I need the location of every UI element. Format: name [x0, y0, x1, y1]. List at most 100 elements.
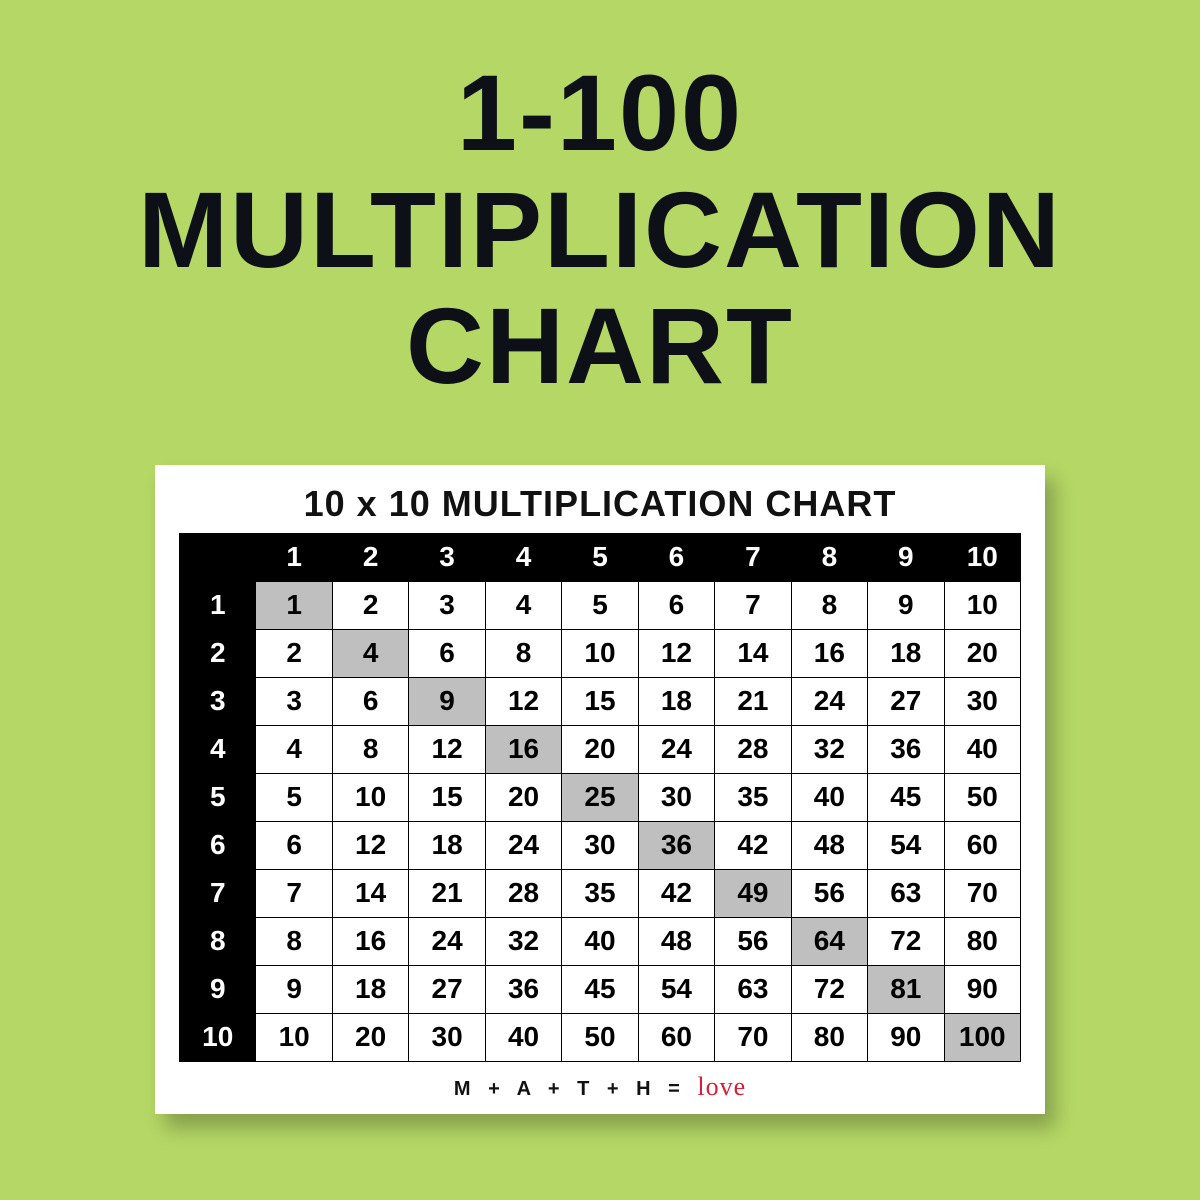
- table-cell: 20: [332, 1013, 408, 1061]
- table-cell: 45: [562, 965, 638, 1013]
- table-cell: 9: [868, 581, 944, 629]
- table-cell: 24: [409, 917, 485, 965]
- title-line-1: 1-100: [457, 52, 743, 173]
- table-cell: 6: [409, 629, 485, 677]
- table-cell: 4: [332, 629, 408, 677]
- table-cell: 60: [638, 1013, 714, 1061]
- table-cell: 48: [791, 821, 867, 869]
- col-header: 4: [485, 533, 561, 581]
- table-cell: 50: [562, 1013, 638, 1061]
- card-footer: M + A + T + H = love: [179, 1072, 1021, 1102]
- footer-love: love: [697, 1072, 746, 1101]
- table-cell: 7: [715, 581, 791, 629]
- table-cell: 64: [791, 917, 867, 965]
- row-header: 10: [180, 1013, 256, 1061]
- table-cell: 5: [562, 581, 638, 629]
- row-header: 7: [180, 869, 256, 917]
- table-cell: 24: [791, 677, 867, 725]
- table-cell: 28: [485, 869, 561, 917]
- table-cell: 35: [562, 869, 638, 917]
- table-cell: 54: [868, 821, 944, 869]
- col-header: 6: [638, 533, 714, 581]
- table-cell: 63: [715, 965, 791, 1013]
- table-cell: 16: [791, 629, 867, 677]
- table-cell: 8: [256, 917, 332, 965]
- table-cell: 27: [868, 677, 944, 725]
- table-cell: 6: [638, 581, 714, 629]
- col-header: 3: [409, 533, 485, 581]
- row-header: 2: [180, 629, 256, 677]
- table-cell: 20: [562, 725, 638, 773]
- table-cell: 72: [868, 917, 944, 965]
- row-header: 9: [180, 965, 256, 1013]
- col-header: 8: [791, 533, 867, 581]
- table-cell: 42: [715, 821, 791, 869]
- title-line-2: MULTIPLICATION: [138, 169, 1062, 290]
- table-cell: 12: [332, 821, 408, 869]
- table-cell: 3: [256, 677, 332, 725]
- table-cell: 42: [638, 869, 714, 917]
- table-cell: 20: [485, 773, 561, 821]
- table-cell: 50: [944, 773, 1020, 821]
- row-header: 4: [180, 725, 256, 773]
- table-cell: 60: [944, 821, 1020, 869]
- table-cell: 36: [638, 821, 714, 869]
- table-cell: 16: [485, 725, 561, 773]
- table-cell: 8: [485, 629, 561, 677]
- table-cell: 30: [944, 677, 1020, 725]
- table-cell: 72: [791, 965, 867, 1013]
- table-cell: 40: [562, 917, 638, 965]
- table-cell: 3: [409, 581, 485, 629]
- table-cell: 40: [944, 725, 1020, 773]
- table-cell: 5: [256, 773, 332, 821]
- table-cell: 32: [791, 725, 867, 773]
- table-cell: 2: [256, 629, 332, 677]
- title-line-3: CHART: [406, 285, 794, 406]
- table-cell: 30: [409, 1013, 485, 1061]
- chart-card: 10 x 10 MULTIPLICATION CHART 12345678910…: [155, 465, 1045, 1114]
- table-cell: 4: [485, 581, 561, 629]
- table-cell: 36: [485, 965, 561, 1013]
- table-cell: 40: [485, 1013, 561, 1061]
- table-cell: 18: [409, 821, 485, 869]
- table-cell: 63: [868, 869, 944, 917]
- table-cell: 40: [791, 773, 867, 821]
- table-cell: 14: [715, 629, 791, 677]
- table-cell: 81: [868, 965, 944, 1013]
- table-cell: 4: [256, 725, 332, 773]
- table-cell: 10: [944, 581, 1020, 629]
- row-header: 8: [180, 917, 256, 965]
- row-header: 3: [180, 677, 256, 725]
- table-cell: 7: [256, 869, 332, 917]
- table-cell: 70: [944, 869, 1020, 917]
- table-cell: 21: [715, 677, 791, 725]
- table-cell: 100: [944, 1013, 1020, 1061]
- table-cell: 15: [562, 677, 638, 725]
- table-cell: 32: [485, 917, 561, 965]
- table-cell: 80: [791, 1013, 867, 1061]
- table-cell: 8: [332, 725, 408, 773]
- table-cell: 10: [562, 629, 638, 677]
- table-cell: 16: [332, 917, 408, 965]
- table-cell: 2: [332, 581, 408, 629]
- table-cell: 12: [638, 629, 714, 677]
- row-header: 1: [180, 581, 256, 629]
- table-cell: 6: [256, 821, 332, 869]
- table-cell: 30: [562, 821, 638, 869]
- table-cell: 28: [715, 725, 791, 773]
- table-cell: 36: [868, 725, 944, 773]
- card-title: 10 x 10 MULTIPLICATION CHART: [179, 483, 1021, 525]
- table-cell: 80: [944, 917, 1020, 965]
- col-header: 5: [562, 533, 638, 581]
- table-cell: 54: [638, 965, 714, 1013]
- table-cell: 90: [944, 965, 1020, 1013]
- col-header: 10: [944, 533, 1020, 581]
- multiplication-table: 1234567891011234567891022468101214161820…: [179, 533, 1021, 1062]
- table-cell: 21: [409, 869, 485, 917]
- table-cell: 9: [256, 965, 332, 1013]
- row-header: 5: [180, 773, 256, 821]
- table-cell: 20: [944, 629, 1020, 677]
- table-cell: 48: [638, 917, 714, 965]
- table-cell: 56: [791, 869, 867, 917]
- col-header: 9: [868, 533, 944, 581]
